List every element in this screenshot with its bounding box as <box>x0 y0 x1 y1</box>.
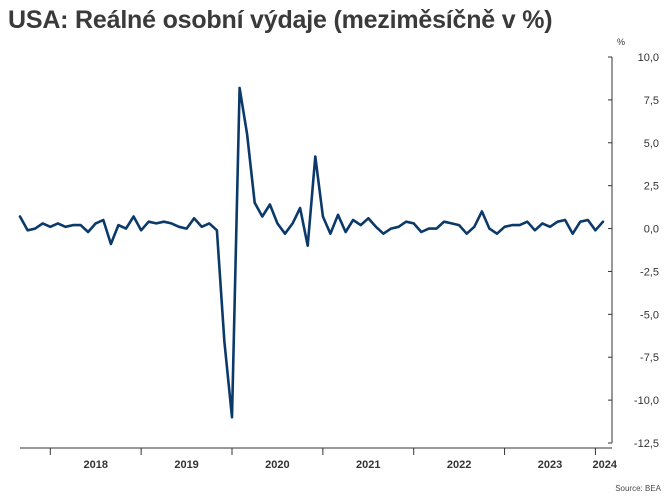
x-year-label: 2021 <box>356 459 380 471</box>
series-line <box>18 86 605 419</box>
x-year-label: 2023 <box>538 459 562 471</box>
x-year-label: 2019 <box>174 459 198 471</box>
y-tick-label: -12,5 <box>634 438 659 450</box>
x-year-label: 2020 <box>265 459 289 471</box>
y-tick-label: 10,0 <box>638 52 659 64</box>
y-axis-unit: % <box>617 37 625 47</box>
x-axis: 2018 2019 2020 2021 2022 2023 2024 <box>20 447 618 471</box>
chart-title: USA: Reálné osobní výdaje (meziměsíčně v… <box>8 6 553 34</box>
x-year-label: 2018 <box>83 459 107 471</box>
y-axis: 10,0 7,5 5,0 2,5 0,0 -2,5 -5,0 -7,5 -10,0 -12,5 <box>608 52 659 450</box>
y-tick-label: 5,0 <box>644 138 659 150</box>
y-tick-label: -7,5 <box>640 352 659 364</box>
source-note: Source: BEA <box>615 484 661 493</box>
plot-area <box>18 86 605 419</box>
y-tick-label: 2,5 <box>644 181 659 193</box>
y-tick-label: 0,0 <box>644 224 659 236</box>
y-tick-label: 7,5 <box>644 95 659 107</box>
y-tick-label: -10,0 <box>634 395 659 407</box>
y-tick-label: -5,0 <box>640 309 659 321</box>
y-tick-label: -2,5 <box>640 266 659 278</box>
x-year-label: 2022 <box>447 459 471 471</box>
x-year-label: 2024 <box>592 459 617 471</box>
